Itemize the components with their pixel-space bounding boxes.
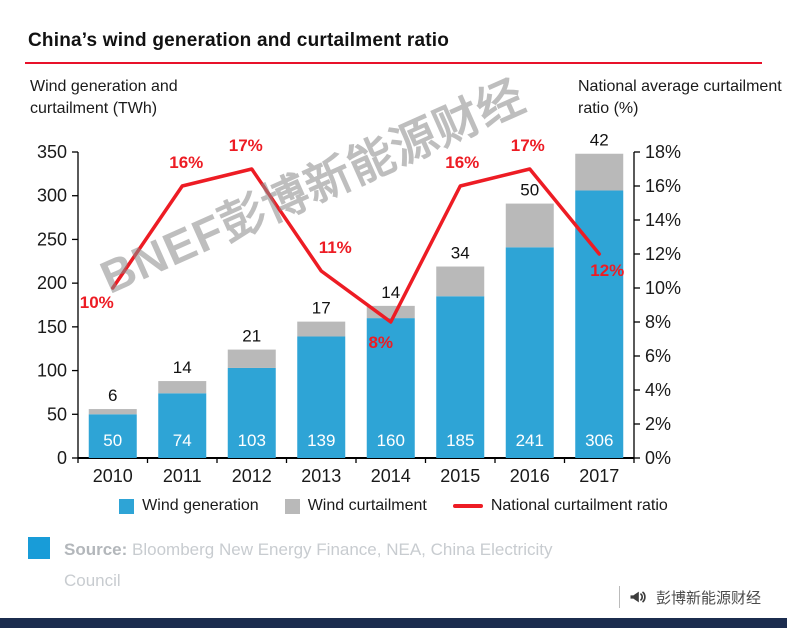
bar-wind-generation [505, 247, 554, 458]
wind-curtailment-value-label: 6 [108, 386, 117, 405]
bar-wind-curtailment [575, 153, 624, 191]
x-axis-category-label: 2010 [93, 466, 133, 486]
x-axis-category-label: 2011 [163, 466, 202, 486]
right-axis-tick-label: 10% [645, 278, 681, 298]
legend-item-wind-generation: Wind generation [119, 497, 259, 515]
left-axis-tick-label: 50 [47, 404, 67, 424]
wind-curtailment-value-label: 17 [312, 299, 331, 318]
bar-wind-generation [436, 296, 485, 458]
source-label: Source: [64, 540, 128, 559]
bar-wind-generation [88, 414, 137, 458]
right-axis-tick-label: 12% [645, 244, 681, 264]
left-axis-tick-label: 350 [37, 142, 67, 162]
wind-curtailment-value-label: 21 [242, 327, 261, 346]
left-axis-title: Wind generation and curtailment (TWh) [30, 78, 178, 117]
wind-curtailment-value-label: 50 [520, 181, 539, 200]
bar-wind-generation [158, 393, 207, 458]
legend-item-wind-curtailment: Wind curtailment [284, 497, 427, 515]
bar-wind-curtailment [158, 381, 207, 394]
left-axis-tick-label: 200 [37, 273, 67, 293]
wind-generation-value-label: 241 [516, 431, 544, 450]
curtailment-ratio-line [111, 167, 601, 324]
right-axis-title: National average curtailment ratio (%) [578, 78, 782, 117]
curtailment-ratio-point-label: 10% [80, 293, 114, 312]
chart-legend: Wind generation Wind curtailment Nationa… [0, 497, 787, 515]
title-divider [25, 62, 762, 64]
right-axis-tick-label: 8% [645, 312, 671, 332]
curtailment-ratio-point-label: 16% [169, 153, 203, 172]
left-axis-tick-label: 150 [37, 317, 67, 337]
wind-generation-value-label: 160 [377, 431, 405, 450]
wind-curtailment-value-label: 42 [590, 131, 609, 150]
left-axis-tick-label: 100 [37, 361, 67, 381]
x-axis-category-label: 2017 [579, 466, 619, 486]
bar-wind-curtailment [505, 203, 554, 248]
curtailment-ratio-point-label: 12% [590, 261, 624, 280]
source-note: Source: Bloomberg New Energy Finance, NE… [28, 534, 552, 597]
legend-label-wind-curtailment: Wind curtailment [307, 497, 427, 514]
wind-generation-value-label: 139 [307, 431, 335, 450]
legend-label-wind-generation: Wind generation [142, 497, 259, 514]
footer-brand-text: 彭博新能源财经 [655, 589, 761, 607]
footer-brand: 彭博新能源财经 [618, 586, 761, 608]
bar-wind-generation [366, 318, 415, 458]
source-text: Source: Bloomberg New Energy Finance, NE… [64, 534, 552, 597]
bar-wind-generation [575, 190, 624, 458]
wind-generation-value-label: 103 [238, 431, 266, 450]
legend-label-curtailment-ratio: National curtailment ratio [490, 497, 668, 514]
curtailment-ratio-line-swatch-icon [452, 504, 483, 508]
curtailment-ratio-point-label: 16% [445, 153, 479, 172]
legend-item-curtailment-ratio: National curtailment ratio [452, 497, 668, 515]
bottom-bar [0, 618, 787, 628]
wind-curtailment-value-label: 34 [451, 244, 470, 263]
megaphone-icon [628, 587, 648, 607]
wind-generation-value-label: 74 [173, 431, 192, 450]
left-axis-tick-label: 300 [37, 186, 67, 206]
wind-generation-value-label: 185 [446, 431, 474, 450]
wind-generation-value-label: 50 [103, 431, 122, 450]
bar-wind-curtailment [297, 321, 346, 337]
right-axis-tick-label: 6% [645, 346, 671, 366]
curtailment-ratio-point-label: 8% [368, 333, 393, 352]
right-axis-tick-label: 2% [645, 414, 671, 434]
bar-wind-curtailment [227, 349, 276, 368]
curtailment-ratio-point-label: 11% [319, 238, 352, 257]
source-body: Bloomberg New Energy Finance, NEA, China… [132, 540, 553, 559]
right-axis-tick-label: 18% [645, 142, 681, 162]
right-axis-tick-label: 4% [645, 380, 671, 400]
wind-curtailment-value-label: 14 [381, 283, 400, 302]
left-axis-tick-label: 250 [37, 229, 67, 249]
x-axis-category-label: 2013 [301, 466, 341, 486]
wind-generation-value-label: 306 [585, 431, 613, 450]
wind-curtailment-value-label: 14 [173, 358, 192, 377]
curtailment-ratio-point-label: 17% [511, 136, 545, 155]
bar-wind-generation [227, 367, 276, 458]
bar-wind-generation [297, 336, 346, 458]
x-axis-category-label: 2012 [232, 466, 272, 486]
x-axis-category-label: 2016 [510, 466, 550, 486]
right-axis-tick-label: 0% [645, 448, 671, 468]
right-axis-tick-label: 14% [645, 210, 681, 230]
brand-divider [618, 586, 620, 608]
wind-curtailment-swatch-icon [284, 498, 300, 514]
chart-title: China’s wind generation and curtailment … [28, 30, 450, 51]
bar-wind-curtailment [88, 409, 137, 415]
x-axis-category-label: 2015 [440, 466, 480, 486]
right-axis-tick-label: 16% [645, 176, 681, 196]
source-bullet-icon [28, 537, 50, 559]
source-line-2: Council [64, 571, 121, 591]
bar-wind-curtailment [436, 266, 485, 297]
wind-generation-swatch-icon [119, 498, 135, 514]
left-axis-tick-label: 0 [57, 448, 67, 468]
x-axis-category-label: 2014 [371, 466, 411, 486]
curtailment-ratio-point-label: 17% [229, 136, 263, 155]
source-line-1: Source: Bloomberg New Energy Finance, NE… [64, 534, 552, 565]
